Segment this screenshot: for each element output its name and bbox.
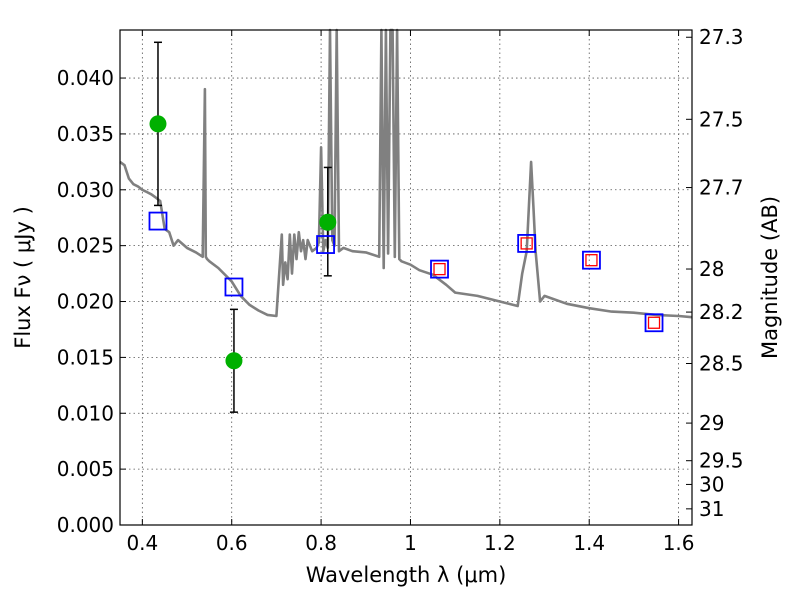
model-photometry-square <box>224 277 244 297</box>
y-tick-label: 0.020 <box>57 290 114 314</box>
observed-points-layer <box>149 115 337 370</box>
y2-tick-label: 30 <box>699 472 724 496</box>
grid <box>120 30 692 526</box>
model-photometry-square <box>644 313 664 333</box>
x-tick-labels: 0.4 0.6 0.8 1 1.2 1.4 1.6 <box>126 531 694 555</box>
y2-tick-label: 31 <box>699 497 724 521</box>
y-tick-label: 0.005 <box>57 457 114 481</box>
y-tick-labels: 0.000 0.005 0.010 0.015 0.020 0.025 0.030 0.035… <box>57 66 114 537</box>
y-tick-label: 0.035 <box>57 122 114 146</box>
x-tick-label: 1 <box>404 531 417 555</box>
errorbar-layer <box>153 41 332 413</box>
y-tick-label: 0.030 <box>57 178 114 202</box>
x-tick-label: 0.4 <box>126 531 158 555</box>
model-photometry-inner-square <box>647 316 661 329</box>
model-photometry-inner-square <box>585 254 598 267</box>
model-photometry-square <box>517 234 537 253</box>
observed-point <box>319 213 337 231</box>
observed-point <box>225 352 243 370</box>
y-tick-label: 0.010 <box>57 401 114 425</box>
x-tick-label: 1.2 <box>484 531 516 555</box>
y-tick-label: 0.025 <box>57 234 114 258</box>
model-photometry-square <box>430 259 449 279</box>
y-axis-title: Flux Fν ( μJy ) <box>11 206 35 349</box>
model-photometry-layer <box>148 211 664 333</box>
x-tick-label: 1.6 <box>663 531 695 555</box>
model-photometry-inner-square <box>433 262 446 276</box>
y2-tick-label: 27.3 <box>699 25 744 49</box>
y2-tick-label: 27.5 <box>699 107 744 131</box>
x-axis-title: Wavelength λ (μm) <box>306 563 507 587</box>
y-tick-label: 0.015 <box>57 345 114 369</box>
y2-tick-label: 29 <box>699 411 724 435</box>
axis-ticks <box>120 30 692 526</box>
model-photometry-square <box>148 211 168 231</box>
y2-tick-label: 28.5 <box>699 351 744 375</box>
x-tick-label: 0.8 <box>305 531 337 555</box>
plot-frame <box>119 29 693 526</box>
y2-tick-label: 28 <box>699 257 724 281</box>
x-tick-label: 0.6 <box>216 531 248 555</box>
y-tick-label: 0.040 <box>57 66 114 90</box>
model-photometry-square <box>316 235 335 254</box>
model-spectrum-layer <box>119 28 693 319</box>
observed-point <box>149 115 167 133</box>
y2-tick-label: 27.7 <box>699 176 744 200</box>
y-tick-label: 0.000 <box>57 513 114 537</box>
model-photometry-square <box>582 250 601 270</box>
model-photometry-inner-square <box>520 237 533 250</box>
y2-axis-title: Magnitude (AB) <box>758 196 782 359</box>
x-tick-label: 1.4 <box>573 531 605 555</box>
y2-tick-label: 28.2 <box>699 300 744 324</box>
y2-tick-label: 29.5 <box>699 449 744 473</box>
model-spectrum-line <box>119 28 693 319</box>
